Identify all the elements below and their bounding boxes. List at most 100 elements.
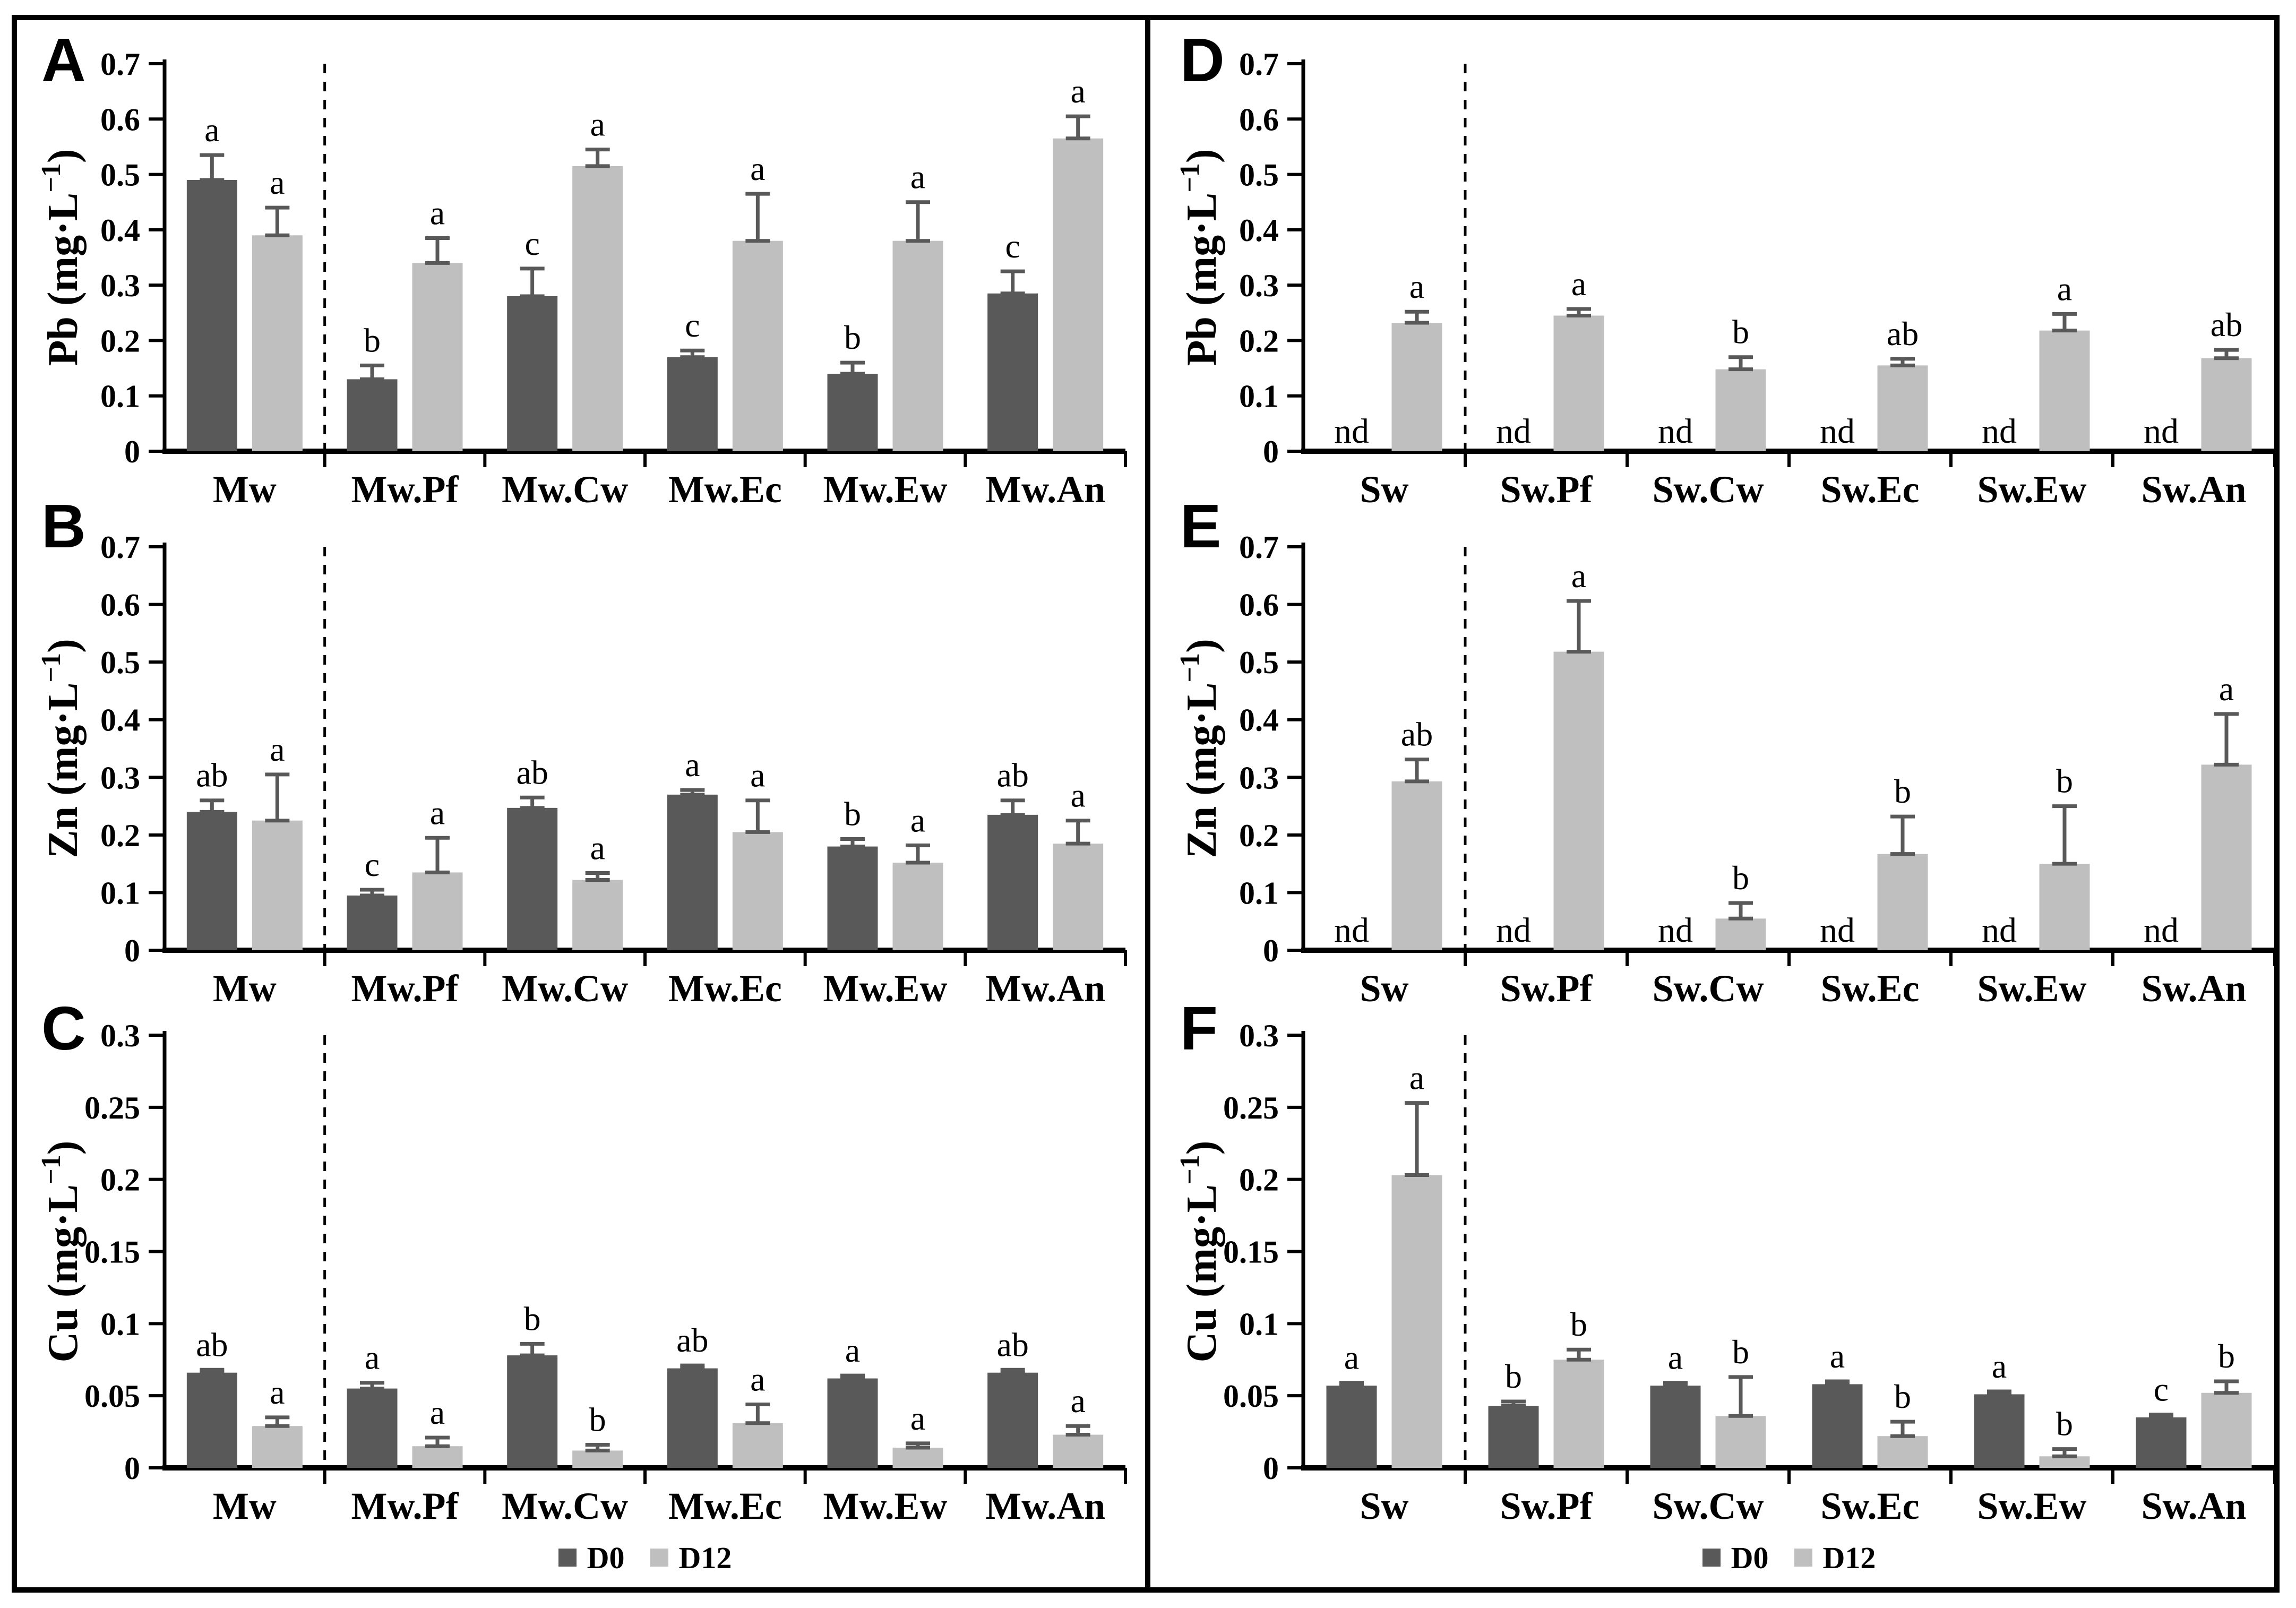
bar-d12-Sw.An [2201,1392,2252,1468]
bar-d12-Mw.Cw [572,1450,623,1468]
sig-letter: a [910,1399,925,1437]
sig-letter: ab [1401,716,1433,753]
category-label: Sw.Ec [1820,967,1919,1010]
sig-letter: ab [196,1326,228,1363]
sig-letter: a [750,1360,765,1398]
category-label: Sw.Cw [1652,967,1764,1010]
category-label: Mw.Ec [668,967,782,1010]
sig-letter: a [430,794,445,831]
y-axis-title: Zn (mg·L−1) [1175,639,1225,858]
sig-letter: b [1732,1333,1749,1371]
bar-d0-Mw.An [987,814,1038,950]
y-tick-label: 0 [124,1451,140,1486]
nd-label: nd [1334,911,1369,950]
y-tick-label: 0.25 [1223,1090,1279,1125]
legend-left: D0 D12 [165,1538,1125,1577]
sig-letter: b [2056,762,2073,800]
bar-d0-Mw.An [987,293,1038,451]
legend-item-d0: D0 [558,1540,625,1576]
sig-letter: a [685,746,700,784]
y-tick-label: 0.3 [100,760,140,795]
category-label: Mw.An [985,1485,1105,1527]
sig-letter: a [1070,777,1085,814]
legend-swatch-d0 [1702,1549,1721,1567]
y-tick-label: 0.1 [1239,1306,1279,1342]
panel-E-zn-sw: E 0 0.1 0.2 0.3 0.4 0.5 0.6 0.7 Zn (mg·L−1) Sw nd a… [1160,495,2291,1025]
bar-d12-Sw.An [2201,764,2252,950]
bar-d0-Mw.Ew [827,374,878,451]
sig-letter: ab [516,753,548,791]
chart-E: 00.10.20.30.40.50.60.7Zn (mg·L−1)SwndabS… [1175,530,2276,1010]
bar-d0-Mw [186,180,237,451]
legend-right: D0 D12 [1303,1538,2275,1577]
y-tick-label: 0.05 [84,1379,140,1414]
y-tick-label: 0.5 [100,158,140,193]
sig-letter: a [1668,1339,1683,1377]
y-tick-label: 0 [1263,933,1279,968]
bar-d12-Mw.Pf [412,263,463,451]
y-tick-label: 0.7 [100,47,140,82]
y-tick-label: 0.2 [1239,323,1279,358]
chart-A: 0 0.1 0.2 0.3 0.4 0.5 0.6 0.7 Pb (mg·L−1) Mw a a Mw.… [36,47,1127,511]
bar-d0-Mw.Pf [347,379,398,451]
legend-item-d12: D12 [1794,1540,1876,1576]
category-label: Sw.Ew [1977,967,2086,1010]
category-label: Sw.An [2141,1485,2246,1527]
sig-letter: ab [1887,315,1919,352]
category-label: Mw.Ec [668,468,782,511]
bar-d12-Mw [252,1426,303,1468]
sig-letter: a [1409,268,1424,305]
sig-letter: a [1830,1337,1845,1375]
bar-d12-Mw.Ew [892,240,943,451]
sig-letter: a [2057,270,2072,307]
legend-swatch-d12 [1794,1549,1812,1567]
sig-letter: b [364,321,381,359]
bar-d0-Mw.An [987,1372,1038,1468]
sig-letter: a [1992,1347,2007,1385]
bar-d12-Mw.An [1053,138,1104,451]
sig-letter: a [590,829,605,867]
panel-letter-A: A [41,25,86,94]
bar-d0-Mw.Ec [667,357,718,451]
sig-letter: a [270,730,285,768]
bar-d12-Mw.Ew [892,862,943,950]
bar-d12-Sw.Pf [1553,651,1604,950]
y-tick-label: 0.6 [1239,588,1279,623]
sig-letter: a [590,106,605,143]
bar-d12-Mw.Cw [572,166,623,451]
sig-letter: a [1070,72,1085,110]
sig-letter: a [2219,670,2234,708]
nd-label: nd [1658,412,1693,451]
legend-item-d12: D12 [650,1540,732,1576]
bar-d12-Sw [1391,781,1442,950]
category-label: Sw.Cw [1652,1485,1764,1527]
sig-letter: a [750,150,765,187]
sig-letter: ab [196,756,228,794]
sig-letter: c [685,306,700,344]
category-label: Mw.An [985,468,1105,511]
bar-d12-Sw.Ec [1877,854,1928,950]
category-label: Sw.Ew [1977,1485,2086,1527]
sig-letter: a [845,1331,860,1369]
panel-A-pb-mw: A 0 0.1 0.2 0.3 0.4 0.5 0.6 0.7 Pb (mg·L−1) Mw a a M… [21,21,1141,526]
panel-letter-D: D [1180,25,1225,94]
bar-d12-Sw [1391,1175,1442,1468]
legend-swatch-d0 [558,1549,577,1567]
category-label: Sw.Cw [1652,468,1764,511]
sig-letter: b [1894,1378,1911,1415]
sig-letter: a [1409,1059,1424,1097]
category-label: Mw.An [985,967,1105,1010]
bar-d12-Mw.Cw [572,880,623,950]
bar-d0-Mw.Cw [507,296,558,451]
sig-letter: a [1344,1339,1359,1377]
nd-label: nd [2144,412,2179,451]
sig-letter: b [844,319,861,356]
bar-d12-Sw.Pf [1553,315,1604,451]
sig-letter: b [1732,313,1749,351]
category-label: Sw.Ew [1977,468,2086,511]
y-tick-label: 0.05 [1223,1379,1279,1414]
category-label: Sw.Pf [1500,967,1593,1010]
bar-d0-Sw.Cw [1650,1386,1701,1468]
y-axis-title: Pb (mg·L−1) [36,149,87,366]
y-tick-label: 0.4 [100,703,140,738]
